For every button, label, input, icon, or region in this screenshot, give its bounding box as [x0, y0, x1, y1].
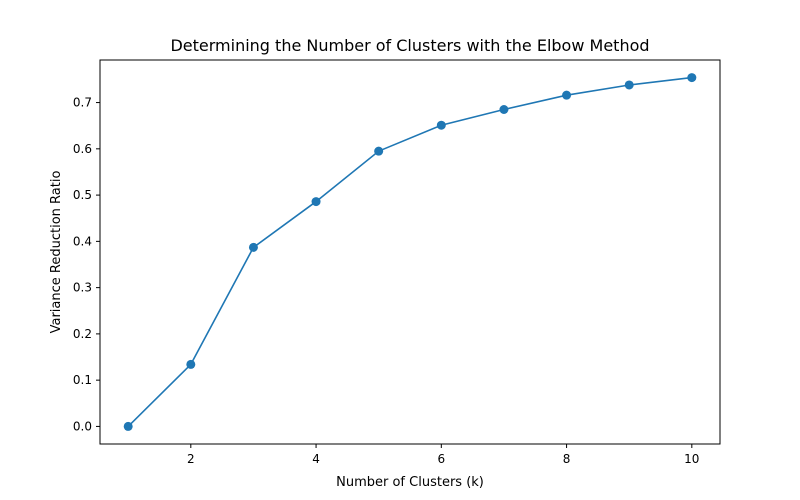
x-tick-label: 6 [437, 452, 445, 466]
y-axis-label: Variance Reduction Ratio [49, 171, 64, 334]
y-tick-label: 0.4 [73, 234, 92, 248]
data-point [499, 105, 509, 115]
chart-title: Determining the Number of Clusters with … [170, 36, 649, 55]
x-tick-label: 4 [312, 452, 320, 466]
data-point [186, 359, 196, 369]
y-tick-label: 0.1 [73, 373, 92, 387]
axis-ticks: 2 4 6 8 10 0.0 0.1 0.2 0.3 0.4 0.5 0.6 0.7 [73, 96, 700, 466]
series-line [127, 76, 692, 427]
data-point [436, 120, 446, 130]
x-tick-label: 2 [187, 452, 195, 466]
plot-area [123, 73, 697, 431]
x-tick-label: 8 [563, 452, 571, 466]
y-tick-label: 0.3 [73, 281, 92, 295]
data-point [123, 421, 133, 431]
data-point [311, 197, 321, 207]
data-point [687, 73, 697, 83]
y-tick-label: 0.6 [73, 142, 92, 156]
y-tick-label: 0.2 [73, 327, 92, 341]
data-point [248, 242, 258, 252]
x-tick-label: 10 [684, 452, 699, 466]
x-axis-label: Number of Clusters (k) [336, 475, 484, 490]
y-tick-label: 0.5 [73, 188, 92, 202]
data-point [562, 90, 572, 100]
axes-frame [99, 59, 721, 445]
y-tick-label: 0.7 [73, 96, 92, 110]
y-tick-label: 0.0 [73, 419, 92, 433]
data-point [374, 146, 384, 156]
data-point [624, 80, 634, 90]
